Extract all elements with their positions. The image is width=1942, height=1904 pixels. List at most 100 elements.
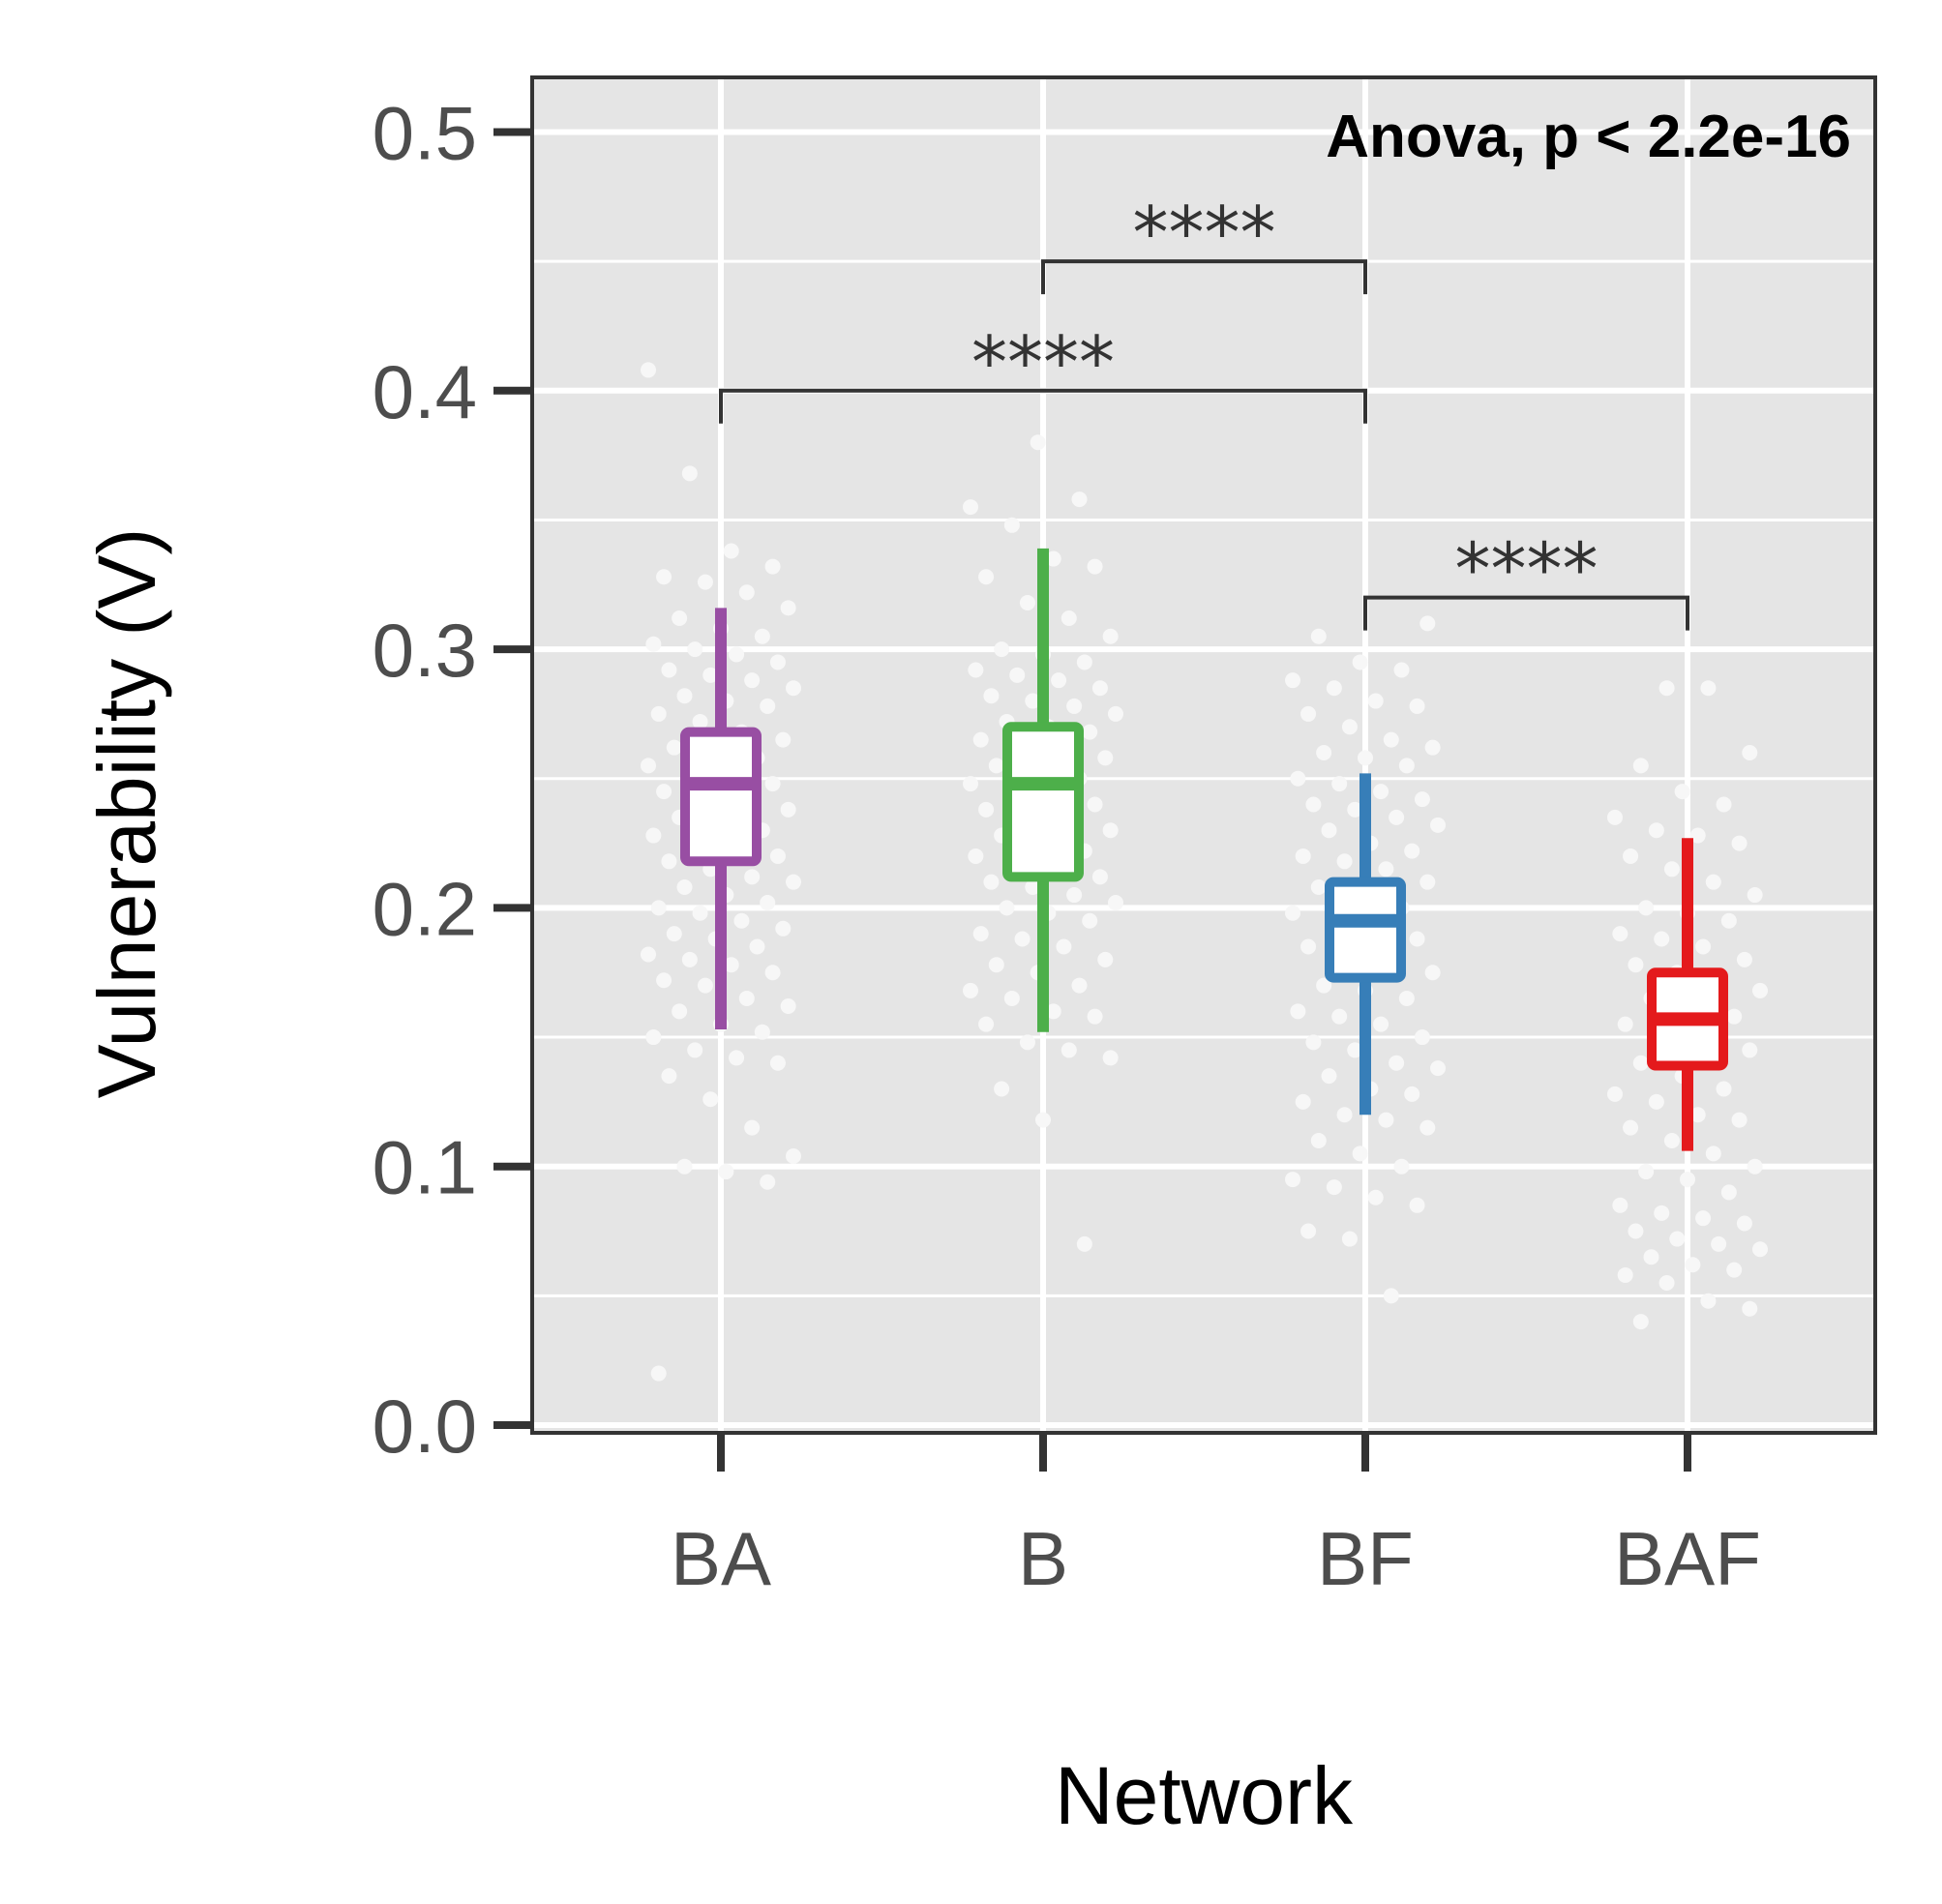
jitter-point (697, 574, 713, 590)
jitter-point (978, 1016, 995, 1032)
jitter-point (769, 654, 786, 670)
jitter-point (702, 1091, 719, 1108)
jitter-point (1051, 672, 1067, 689)
jitter-point (1658, 1274, 1675, 1291)
jitter-point (1663, 861, 1680, 878)
jitter-point (1720, 912, 1737, 929)
box-baf (1647, 838, 1728, 1151)
jitter-point (1689, 1107, 1706, 1123)
jitter-point (641, 946, 656, 963)
y-tick-label: 0.5 (373, 91, 477, 176)
jitter-point (1367, 693, 1384, 709)
jitter-point (1310, 879, 1327, 896)
jitter-point (1378, 861, 1394, 878)
jitter-point (661, 1068, 677, 1085)
jitter-point (1663, 1132, 1680, 1148)
box-iqr (1325, 877, 1406, 983)
jitter-point (1009, 667, 1026, 683)
jitter-point (1742, 745, 1758, 761)
jitter-point (1643, 1249, 1659, 1265)
jitter-point (676, 688, 693, 704)
box-bf (1325, 773, 1406, 1116)
jitter-point (738, 584, 755, 601)
jitter-point (1341, 1231, 1358, 1247)
jitter-point (666, 926, 682, 942)
jitter-point (1373, 1016, 1389, 1032)
jitter-point (1628, 1223, 1644, 1239)
jitter-point (1321, 822, 1337, 839)
jitter-points (641, 362, 1768, 1382)
jitter-point (760, 1174, 776, 1190)
jitter-point (764, 965, 781, 981)
jitter-point (676, 1158, 693, 1175)
significance-label: **** (1455, 528, 1598, 611)
box-iqr (680, 727, 762, 867)
jitter-point (1045, 550, 1061, 567)
jitter-point (1654, 931, 1670, 947)
jitter-point (754, 1024, 770, 1040)
jitter-point (692, 713, 708, 729)
jitter-point (1378, 1112, 1394, 1128)
jitter-point (1014, 931, 1031, 947)
jitter-point (1066, 698, 1083, 714)
jitter-point (1389, 809, 1405, 825)
jitter-point (780, 600, 796, 616)
jitter-point (1321, 1068, 1337, 1085)
jitter-point (744, 672, 761, 689)
jitter-point (641, 362, 656, 378)
jitter-point (968, 848, 984, 864)
box-iqr (1002, 722, 1084, 882)
jitter-point (1056, 938, 1072, 955)
jitter-point (972, 731, 989, 748)
jitter-point (1632, 1314, 1649, 1330)
jitter-point (1300, 938, 1317, 955)
jitter-point (1091, 869, 1108, 885)
jitter-point (1290, 770, 1306, 787)
jitter-point (1648, 822, 1664, 839)
jitter-point (1711, 1235, 1727, 1252)
jitter-point (1669, 1231, 1686, 1247)
jitter-point (1071, 977, 1088, 994)
jitter-point (999, 900, 1015, 916)
jitter-point (1108, 895, 1123, 911)
jitter-point (764, 776, 781, 792)
jitter-point (1700, 1293, 1717, 1309)
jitter-point (963, 499, 978, 516)
jitter-point (1347, 1042, 1363, 1058)
bracket-line (1363, 595, 1689, 631)
jitter-point (786, 1148, 801, 1165)
jitter-point (1617, 1016, 1633, 1032)
jitter-point (1316, 745, 1332, 761)
jitter-point (1087, 1008, 1103, 1025)
jitter-point (1285, 1172, 1300, 1188)
jitter-point (723, 957, 739, 973)
jitter-point (1061, 610, 1077, 627)
jitter-point (1373, 784, 1389, 800)
jitter-point (963, 776, 978, 792)
jitter-point (650, 900, 667, 916)
jitter-point (978, 569, 995, 585)
jitter-point (1310, 1132, 1327, 1148)
jitter-point (641, 758, 656, 774)
x-tick-label: BA (671, 1516, 771, 1601)
jitter-point (963, 982, 978, 998)
jitter-point (1752, 1241, 1768, 1258)
jitter-point (1305, 796, 1322, 813)
jitter-point (1310, 628, 1327, 644)
jitter-point (702, 667, 719, 683)
jitter-point (1326, 1179, 1342, 1196)
jitter-point (1389, 1055, 1405, 1071)
jitter-point (744, 869, 761, 885)
jitter-point (1087, 558, 1103, 575)
bracket-ba-bf: **** (719, 321, 1367, 424)
jitter-point (786, 680, 801, 697)
jitter-point (775, 920, 792, 937)
jitter-point (1393, 662, 1410, 678)
jitter-point (1720, 1184, 1737, 1201)
jitter-point (1612, 926, 1628, 942)
jitter-point (988, 957, 1004, 973)
jitter-point (1336, 853, 1353, 870)
jitter-point (1398, 990, 1415, 1006)
box-b (1002, 548, 1084, 1032)
